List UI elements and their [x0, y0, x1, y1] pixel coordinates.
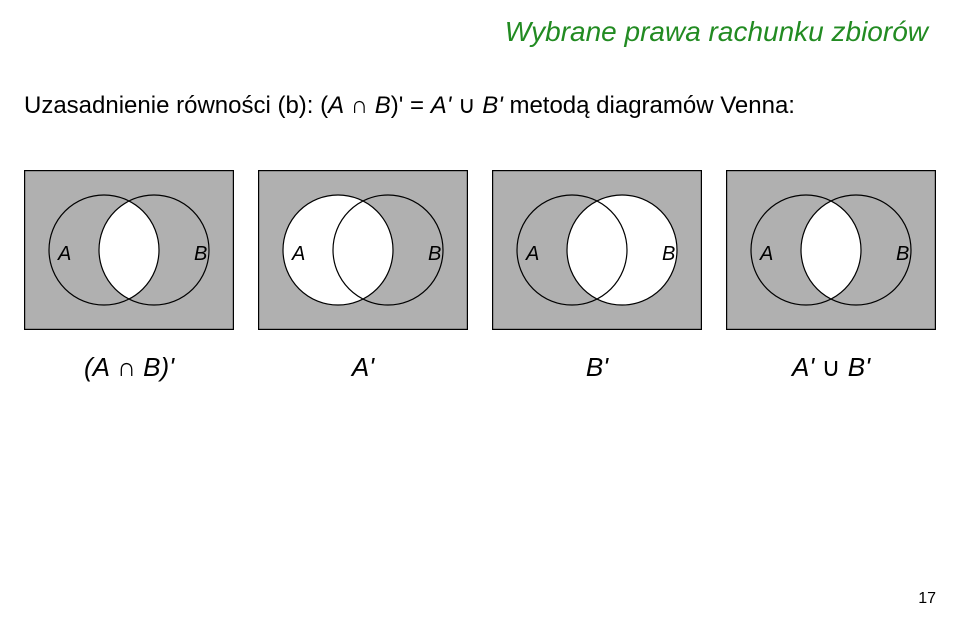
stmt-cap: ∩ [344, 92, 375, 119]
stmt-A1: A [328, 92, 344, 119]
cap4-A: A' [792, 352, 814, 382]
stmt-mid: )' = [391, 92, 431, 119]
venn-panel-3: A B B' [492, 170, 702, 383]
cap4-B: B' [848, 352, 870, 382]
stmt-pre: Uzasadnienie równości (b): ( [24, 92, 328, 119]
stmt-post: metodą diagramów Venna: [503, 92, 795, 119]
page-title: Wybrane prawa rachunku zbiorów [24, 16, 936, 48]
venn-row: A B (A ∩ B)' A B A' A B B' [24, 170, 936, 383]
cap1-A: A [93, 352, 110, 382]
caption-1: (A ∩ B)' [84, 352, 174, 383]
label-A: A [759, 243, 773, 265]
caption-3: B' [586, 352, 608, 383]
venn-panel-1: A B (A ∩ B)' [24, 170, 234, 383]
cap4-cup: ∪ [814, 352, 847, 382]
label-A: A [57, 243, 71, 265]
label-B: B [194, 243, 207, 265]
page-number: 17 [918, 590, 936, 608]
label-B: B [662, 243, 675, 265]
caption-4: A' ∪ B' [792, 352, 870, 383]
label-B: B [896, 243, 909, 265]
caption-2: A' [352, 352, 374, 383]
stmt-A2: A' [431, 92, 452, 119]
label-A: A [291, 243, 305, 265]
stmt-B1: B [375, 92, 391, 119]
label-A: A [525, 243, 539, 265]
stmt-cup: ∪ [451, 92, 482, 119]
cap1-post: )' [160, 352, 174, 382]
cap1-cap: ∩ [110, 352, 143, 382]
venn-panel-4: A B A' ∪ B' [726, 170, 936, 383]
statement-text: Uzasadnienie równości (b): (A ∩ B)' = A'… [24, 90, 936, 122]
cap1-pre: ( [84, 352, 93, 382]
stmt-B2: B' [482, 92, 503, 119]
label-B: B [428, 243, 441, 265]
cap1-B: B [143, 352, 160, 382]
venn-panel-2: A B A' [258, 170, 468, 383]
